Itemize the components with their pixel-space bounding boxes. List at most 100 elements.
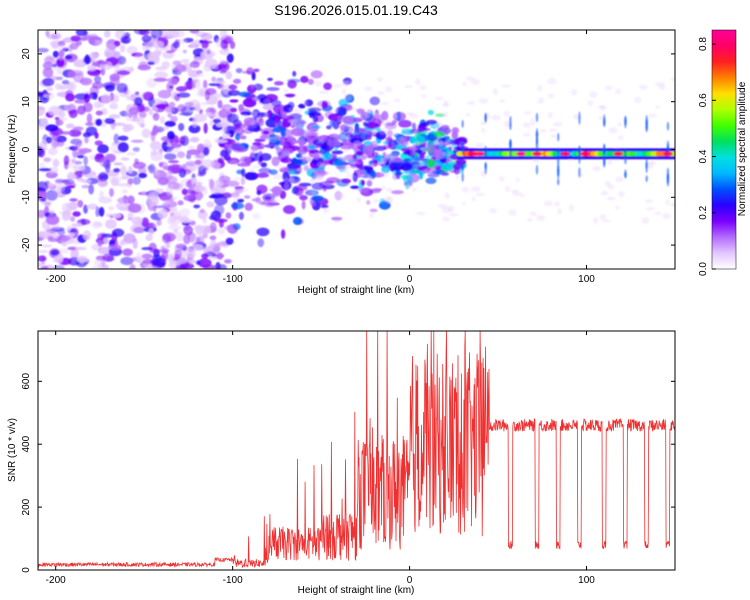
spectrogram-blob (179, 136, 186, 144)
spectrogram-blob (338, 98, 349, 107)
spectrogram-blob (175, 243, 187, 249)
spectrogram-blob (40, 244, 53, 248)
spectrogram-blob (109, 102, 119, 110)
spectrogram-blob (238, 187, 249, 192)
spectrogram-blob (387, 138, 393, 147)
spectrogram-blob (615, 176, 624, 183)
spectrogram-blob (341, 178, 352, 184)
spectrogram-blob (433, 131, 445, 138)
spectrogram-blob (504, 186, 511, 192)
spectrogram-blob (263, 112, 270, 119)
spectrogram-blob (120, 157, 130, 161)
spectrogram-blob (411, 122, 417, 131)
spectrogram-blob (202, 146, 210, 156)
spectrogram-blob (64, 103, 77, 111)
spectrogram-blob (52, 158, 60, 168)
spectrogram-blob (342, 115, 354, 125)
spectrogram-blob (98, 174, 104, 181)
spectrogram-blob (231, 142, 245, 153)
spectrogram-blob (167, 182, 181, 190)
spectrogram-blob (388, 163, 400, 171)
spectrogram-blob (335, 192, 345, 199)
spectrogram-blob (318, 90, 329, 95)
spectrogram-blob (120, 256, 134, 266)
spectrogram-blob (461, 201, 466, 206)
spectrogram-blob (470, 78, 481, 85)
colorbar-tick-label: 0.8 (698, 37, 709, 51)
spectrogram-blob (180, 58, 190, 64)
spectrogram-blob (266, 87, 280, 91)
spectrogram-blob (350, 185, 360, 190)
spectrogram-blob (215, 122, 227, 128)
spectrogram-blob (316, 152, 324, 157)
spectrogram-blob (316, 169, 326, 174)
spectrogram-blob (204, 90, 210, 101)
spectrogram-blob (362, 145, 373, 155)
spectrogram-blob (250, 145, 259, 152)
spectrogram-blobs (38, 30, 675, 269)
spectrogram-blob (179, 218, 192, 224)
spectrogram-blob (229, 99, 239, 103)
spectrogram-blob (645, 120, 648, 133)
spectrogram-blob (87, 203, 98, 210)
spectrogram-blob (434, 96, 444, 101)
spectrogram-blob (50, 249, 60, 256)
spectrogram-blob (316, 161, 324, 168)
spectrogram-blob (127, 212, 134, 219)
spectrogram-blob (475, 192, 486, 197)
spectrogram-blob (190, 136, 200, 143)
spectrogram-blob (93, 258, 105, 266)
spectrogram-blob (395, 169, 402, 180)
spectrogram-blob (102, 253, 114, 262)
spectrogram-blob (225, 237, 234, 245)
spectrogram-blob (470, 186, 481, 192)
spectrogram-blob (83, 30, 89, 37)
spectrogram-blob (615, 88, 622, 95)
spectrogram-blob (202, 217, 207, 224)
spectrogram-blob (530, 118, 536, 126)
spectrogram-blob (371, 151, 379, 158)
spectrogram-blob (256, 184, 268, 194)
spectrogram-blob (71, 159, 76, 164)
spectrogram-blob (205, 58, 218, 69)
spectrogram-blob (601, 190, 608, 196)
spectrogram-blob (40, 140, 48, 150)
spectrogram-ytick-label: 10 (21, 96, 32, 108)
spectrogram-blob (154, 71, 168, 79)
spectrogram-blob (168, 101, 176, 109)
spectrogram-blob (225, 180, 240, 187)
spectrogram-blob (557, 154, 560, 169)
spectrogram-blob (412, 187, 417, 192)
spectrogram-blob (125, 170, 138, 177)
spectrogram-blob (177, 257, 188, 264)
spectrogram-blob (599, 214, 607, 220)
spectrogram-blob (241, 113, 248, 118)
spectrogram-blob (523, 133, 531, 137)
spectrogram-blob (332, 109, 339, 113)
spectrogram-blob (48, 105, 63, 117)
spectrogram-blob (342, 155, 350, 161)
spectrogram-blob (268, 137, 278, 143)
spectrogram-blob (153, 77, 168, 82)
spectrogram-blob (189, 234, 201, 244)
spectrogram-blob (347, 173, 355, 179)
spectrogram-blob (178, 122, 185, 132)
spectrogram-blob (95, 110, 103, 116)
spectrogram-blob (426, 159, 436, 169)
spectrogram-blob (73, 144, 81, 151)
spectrogram-blob (47, 225, 59, 230)
spectrogram-blob (95, 206, 100, 218)
spectrogram-blob (364, 111, 372, 118)
spectrogram-blob (604, 85, 613, 90)
spectrogram-blob (152, 41, 165, 49)
spectrogram-blob (434, 121, 444, 128)
spectrogram-blob (321, 100, 328, 109)
spectrogram-blob (203, 79, 208, 89)
spectrogram-blob (213, 204, 225, 216)
spectrogram-blob (43, 157, 52, 163)
snr-frame (37, 330, 676, 571)
spectrogram-blob (169, 215, 177, 224)
spectrogram-blob (111, 228, 125, 237)
spectrogram-blob (270, 198, 279, 203)
spectrogram-blob (201, 159, 216, 168)
